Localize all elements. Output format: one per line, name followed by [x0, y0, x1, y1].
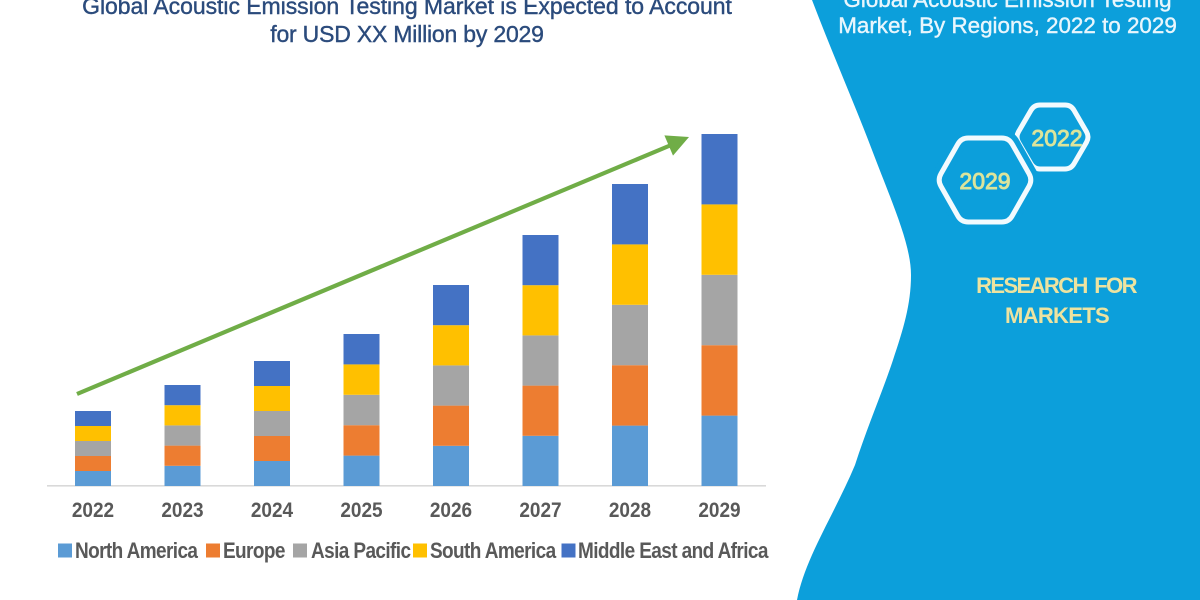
svg-text:2024: 2024 — [251, 499, 293, 522]
svg-text:Global Acoustic Emission Testi: Global Acoustic Emission Testing Market … — [82, 0, 732, 19]
svg-text:South America: South America — [430, 539, 557, 564]
svg-text:Global Acoustic Emission Testi: Global Acoustic Emission Testing — [843, 0, 1171, 12]
svg-text:North America: North America — [75, 539, 199, 564]
svg-text:Middle East and Africa: Middle East and Africa — [578, 539, 769, 564]
svg-text:RESEARCH FOR: RESEARCH FOR — [976, 273, 1138, 298]
svg-text:MARKETS: MARKETS — [1005, 303, 1109, 328]
svg-text:for USD XX Million by 2029: for USD XX Million by 2029 — [270, 21, 543, 47]
svg-text:Asia Pacific: Asia Pacific — [311, 539, 411, 564]
svg-text:2022: 2022 — [72, 499, 114, 522]
svg-text:2026: 2026 — [430, 499, 472, 522]
svg-text:2023: 2023 — [161, 499, 203, 522]
svg-text:2025: 2025 — [340, 499, 382, 522]
svg-text:2029: 2029 — [698, 499, 740, 522]
svg-text:2029: 2029 — [959, 168, 1010, 194]
svg-text:Market, By Regions, 2022 to 20: Market, By Regions, 2022 to 2029 — [838, 13, 1177, 38]
svg-text:2022: 2022 — [1031, 125, 1082, 151]
svg-text:2027: 2027 — [519, 499, 561, 522]
svg-text:2028: 2028 — [609, 499, 651, 522]
svg-text:Europe: Europe — [223, 539, 285, 564]
